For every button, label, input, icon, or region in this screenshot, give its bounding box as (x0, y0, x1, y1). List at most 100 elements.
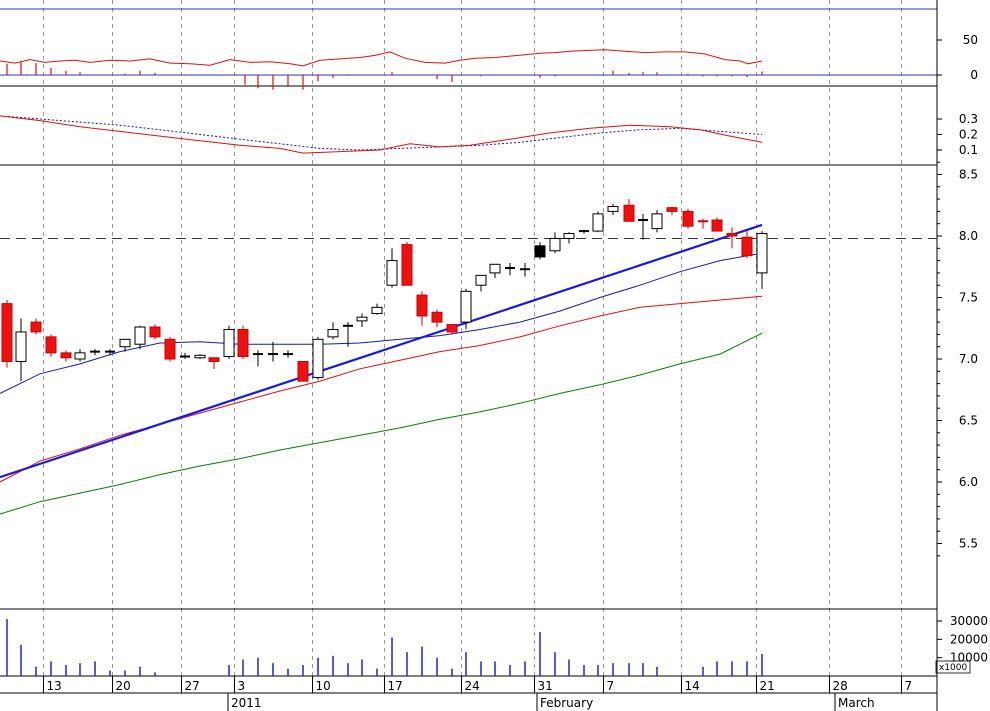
candle-body (194, 354, 206, 359)
candle-body (149, 326, 161, 338)
price-tick-label: 6.5 (959, 414, 978, 428)
candle (297, 360, 309, 382)
candle (164, 336, 176, 362)
candle (534, 242, 546, 260)
x-tick-label: 3 (238, 679, 246, 693)
candle (74, 349, 86, 362)
candle-body (297, 360, 309, 382)
candle-body (741, 236, 753, 257)
grid-lines (43, 0, 902, 676)
candle-body (475, 274, 487, 286)
price-tick-label: 5.5 (959, 537, 978, 551)
candle (416, 291, 428, 326)
candle (90, 349, 100, 356)
candle (15, 318, 27, 382)
macd-tick-label: 0.2 (959, 128, 978, 142)
candle (268, 341, 278, 362)
candle (446, 324, 458, 335)
candle-body (356, 316, 368, 322)
candle-body (607, 205, 619, 212)
candle (105, 349, 115, 356)
candle-body (489, 263, 501, 274)
candle-body (401, 244, 413, 286)
price-tick-label: 6.0 (959, 475, 978, 489)
candle-body (30, 321, 42, 333)
candle (60, 350, 72, 362)
macd-panel (0, 115, 763, 154)
x-tick-label: 24 (465, 679, 480, 693)
candle-body (119, 338, 131, 348)
sma-short-line (0, 252, 763, 394)
candle (343, 322, 353, 347)
candle (237, 325, 249, 359)
candle-body (15, 331, 27, 362)
candle-body (446, 324, 458, 333)
x-tick-label: 27 (185, 679, 200, 693)
candle (356, 313, 368, 328)
x-tick-label: 10 (316, 679, 331, 693)
candle (253, 350, 263, 367)
price-tick-label: 8.0 (959, 229, 978, 243)
candle (401, 242, 413, 286)
price-tick-label: 7.0 (959, 352, 978, 366)
candle (312, 336, 324, 380)
candle-body (431, 311, 443, 323)
candle-body (164, 338, 176, 360)
macd-signal-line (0, 115, 763, 151)
candle (592, 211, 604, 233)
candle-body (592, 213, 604, 232)
trendline (0, 223, 763, 479)
candle (726, 227, 738, 249)
candle-body (460, 290, 472, 323)
candle (563, 232, 575, 244)
candle (682, 208, 694, 229)
candle-body (371, 306, 383, 314)
candle-body (711, 219, 723, 232)
candle-body (45, 336, 57, 354)
candle-body (1, 303, 13, 362)
period-label: February (540, 696, 593, 710)
candle-body (563, 233, 575, 239)
candle (549, 232, 561, 254)
candle-body (60, 352, 72, 359)
candle (638, 213, 648, 240)
sma-long-line (0, 332, 763, 515)
candle-body (74, 352, 86, 360)
candle-body (549, 237, 561, 252)
macd-tick-label: 0.1 (959, 143, 978, 157)
candle (520, 263, 530, 277)
candle (651, 210, 663, 233)
oscillator-tick-label: 0 (970, 68, 978, 82)
candle (283, 350, 293, 358)
candle (194, 354, 206, 359)
x-tick-label: 17 (388, 679, 403, 693)
price-tick-label: 7.5 (959, 291, 978, 305)
candle (489, 263, 501, 278)
x-tick-label: 14 (685, 679, 700, 693)
x-tick-label: 7 (607, 679, 615, 693)
candle (371, 303, 383, 315)
price-tick-label: 8.5 (959, 168, 978, 182)
macd-line (0, 115, 763, 154)
candle-body (237, 328, 249, 358)
candle (607, 204, 619, 216)
candle-body (134, 326, 146, 345)
oscillator-tick-label: 50 (963, 33, 978, 47)
candle (711, 217, 723, 232)
macd-tick-label: 0.3 (959, 112, 978, 126)
candle (475, 274, 487, 292)
candle-body (386, 260, 398, 286)
candle (756, 231, 768, 289)
candle (327, 322, 339, 340)
candle (386, 248, 398, 288)
candle (579, 229, 589, 234)
volume-tick-label: 30000 (950, 614, 988, 628)
candle-body (756, 233, 768, 274)
candle (223, 325, 235, 359)
candle-body (682, 210, 694, 227)
x-tick-label: 28 (833, 679, 848, 693)
candle (149, 324, 161, 340)
candle (623, 199, 635, 222)
candle (698, 218, 708, 229)
